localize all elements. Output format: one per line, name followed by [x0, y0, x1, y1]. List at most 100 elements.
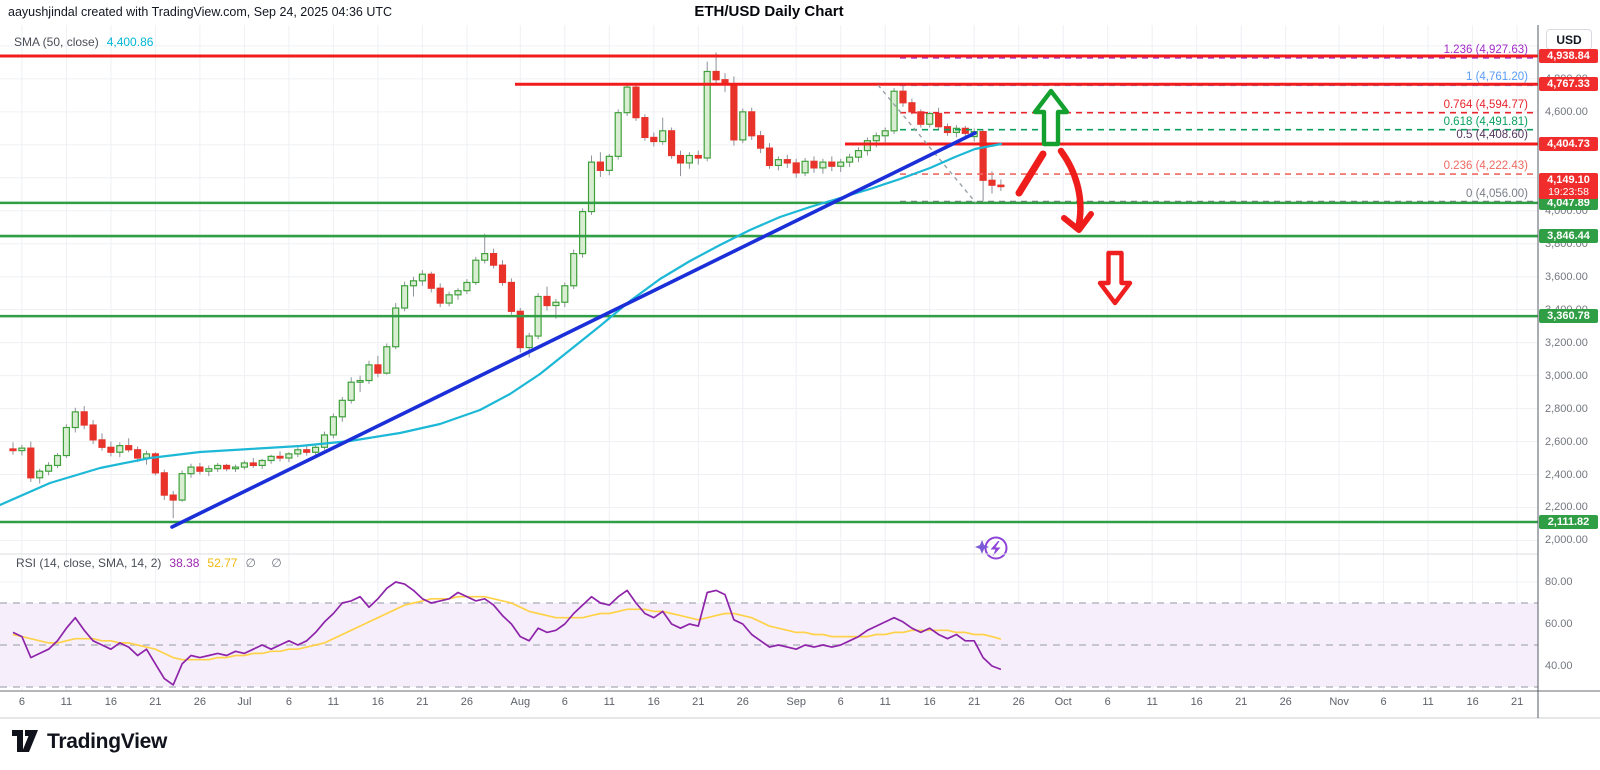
date-axis-label: 21 — [692, 696, 705, 708]
candle-up — [356, 379, 364, 383]
date-axis-label: Oct — [1054, 696, 1072, 708]
fib-level-label: 0 (4,056.00) — [1465, 187, 1528, 200]
date-axis-label: 16 — [371, 696, 385, 708]
candle-down — [89, 424, 97, 441]
date-axis-label: 6 — [18, 696, 25, 708]
tradingview-logo-icon — [12, 730, 38, 752]
candle-down — [988, 179, 996, 186]
candle-down — [730, 83, 738, 141]
candle-down — [276, 455, 284, 459]
candle-down — [196, 466, 204, 472]
candle-down — [641, 117, 649, 139]
candle-down — [934, 112, 943, 128]
candle-down — [676, 154, 685, 164]
rsi-ma-value: 52.77 — [207, 556, 238, 570]
rsi-line — [12, 581, 1002, 686]
candle-down — [810, 160, 818, 169]
candle-down — [908, 102, 916, 113]
date-axis-label: 6 — [1380, 696, 1387, 708]
date-axis-label: 6 — [561, 696, 568, 708]
candle-up — [267, 455, 275, 462]
date-axis-label: 11 — [327, 696, 340, 708]
candle-up — [445, 294, 453, 304]
candle-up — [18, 447, 26, 452]
candle-down — [374, 364, 382, 374]
fib-level-label: 0.5 (4,408.60) — [1456, 129, 1528, 142]
candle-down — [997, 184, 1005, 188]
bearish-arrowhead — [1061, 211, 1094, 233]
page-title: ETH/USD Daily Chart — [694, 3, 844, 20]
date-axis-label: 11 — [1422, 696, 1434, 708]
candle-down — [249, 462, 257, 467]
candle-up — [703, 70, 711, 159]
price-tag-support: 2,111.82 — [1539, 515, 1598, 529]
fib-level-label: 1.236 (4,927.63) — [1443, 43, 1528, 56]
candle-up — [525, 335, 533, 349]
lightning-bolt-icon — [990, 541, 1001, 557]
candle-up — [605, 155, 613, 171]
price-axis-label: 2,800.00 — [1545, 402, 1588, 415]
sma-label: SMA (50, close) — [14, 35, 99, 49]
fib-level-label: 0.236 (4,222.43) — [1443, 160, 1528, 173]
date-axis-label: 6 — [285, 696, 292, 708]
candle-down — [712, 70, 720, 81]
candle-down — [134, 449, 142, 459]
candle-up — [53, 454, 62, 467]
candle-up — [294, 449, 302, 455]
bearish-arrow-icon — [1097, 250, 1133, 306]
candle-up — [187, 466, 195, 475]
date-axis-label: 16 — [1466, 696, 1479, 708]
date-axis-label: 21 — [416, 696, 429, 708]
price-axis-label: 2,600.00 — [1545, 435, 1588, 448]
price-axis-label: 3,600.00 — [1545, 270, 1588, 283]
candle-down — [516, 310, 524, 349]
candle-up — [801, 160, 809, 174]
candle-down — [979, 131, 987, 181]
date-axis-label: 11 — [1146, 696, 1158, 708]
price-tag-resistance: 4,404.73 — [1539, 137, 1598, 152]
candle-up — [205, 468, 213, 472]
candle-up — [463, 281, 471, 292]
candle-down — [748, 111, 756, 137]
candle-up — [320, 434, 329, 448]
rsi-label: RSI (14, close, SMA, 14, 2) — [16, 556, 162, 570]
price-axis-label: 2,200.00 — [1545, 501, 1588, 514]
fib-level-label: 1 (4,761.20) — [1465, 71, 1528, 84]
candle-up — [418, 273, 426, 282]
bar-countdown: 19:23:58 — [1548, 186, 1589, 199]
date-axis-label: 16 — [104, 696, 118, 708]
candle-down — [694, 154, 702, 159]
candle-down — [632, 86, 640, 119]
candle-down — [650, 136, 658, 143]
candle-up — [285, 453, 293, 459]
candle-up — [365, 364, 373, 382]
candle-up — [845, 156, 854, 163]
candle-down — [160, 472, 168, 496]
date-axis-label: 26 — [460, 696, 474, 708]
tradingview-logo[interactable]: TradingView — [12, 729, 167, 754]
candle-up — [863, 140, 872, 152]
candle-up — [578, 210, 587, 255]
candle-down — [169, 494, 177, 501]
date-axis-label: 21 — [1235, 696, 1248, 708]
candle-down — [507, 281, 515, 312]
fib-connector-line — [877, 84, 977, 204]
candle-up — [409, 280, 418, 287]
candle-up — [71, 411, 79, 429]
candle-down — [792, 162, 800, 174]
candle-down — [498, 264, 507, 284]
rsi-axis-label: 40.00 — [1545, 660, 1573, 672]
candle-up — [401, 285, 409, 309]
candle-down — [125, 445, 133, 451]
candle-up — [926, 112, 934, 125]
rsi-ma-line — [12, 595, 1002, 661]
candle-down — [899, 90, 907, 104]
rsi-value: 38.38 — [169, 556, 200, 570]
candle-down — [756, 135, 765, 149]
candle-up — [383, 346, 391, 374]
candle-down — [828, 161, 836, 167]
date-axis-label: 16 — [923, 696, 936, 708]
candle-up — [872, 135, 880, 142]
candle-down — [596, 161, 605, 171]
